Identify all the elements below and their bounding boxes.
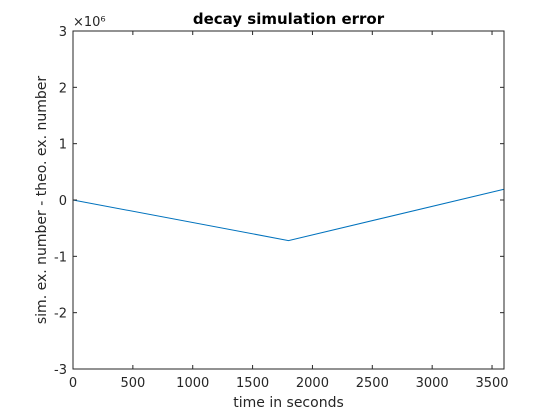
y-ticks: -3 -2 -1 0 1 2 3: [54, 25, 504, 378]
chart-title: decay simulation error: [193, 10, 385, 28]
x-ticks: 0 500 1000 1500 2000 2500 3000 3500: [69, 31, 509, 391]
x-tick-label: 2000: [296, 376, 329, 391]
x-tick-label: 1500: [236, 376, 269, 391]
y-scale-exponent: ×10⁶: [73, 15, 106, 30]
y-tick-label: -3: [54, 363, 67, 378]
y-tick-label: 2: [59, 81, 67, 96]
plot-area: [73, 31, 504, 369]
y-tick-label: 1: [59, 138, 67, 153]
y-tick-label: -1: [54, 250, 67, 265]
y-axis-label: sim. ex. number - theo. ex. number: [34, 76, 50, 324]
series-layer: [72, 188, 505, 242]
y-tick-label: 3: [59, 25, 67, 40]
y-tick-label: -2: [54, 307, 67, 322]
x-tick-label: 0: [69, 376, 77, 391]
x-axis-label: time in seconds: [233, 395, 344, 411]
x-tick-label: 500: [120, 376, 145, 391]
x-tick-label: 2500: [356, 376, 389, 391]
series-line: [72, 188, 505, 242]
x-tick-label: 3500: [475, 376, 508, 391]
y-tick-label: 0: [59, 194, 67, 209]
x-tick-label: 3000: [416, 376, 449, 391]
x-tick-label: 1000: [176, 376, 209, 391]
